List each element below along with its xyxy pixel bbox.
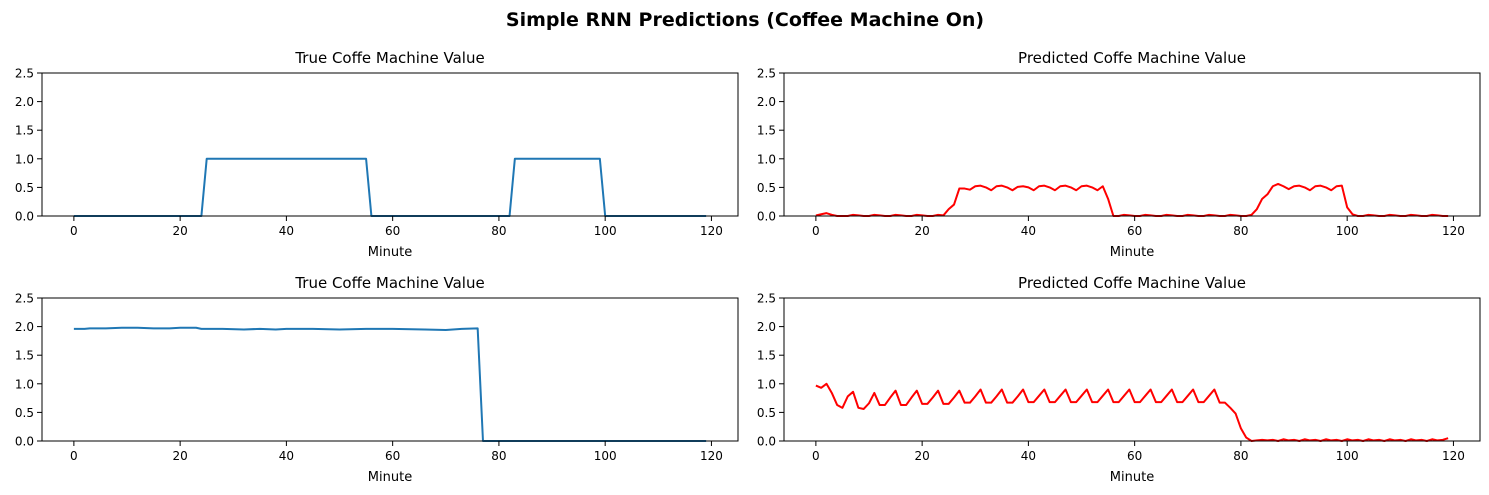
x-tick-label: 60 [1127, 449, 1142, 463]
y-tick-label: 2.5 [15, 67, 34, 81]
x-tick-label: 80 [491, 449, 506, 463]
y-tick-label: 1.0 [15, 152, 34, 166]
x-tick-label: 120 [1442, 224, 1465, 238]
y-tick-label: 1.0 [757, 377, 776, 391]
x-tick-label: 100 [594, 449, 617, 463]
x-tick-label: 100 [1336, 449, 1359, 463]
x-tick-label: 40 [1021, 449, 1036, 463]
y-tick-label: 0.5 [15, 181, 34, 195]
y-tick-label: 2.0 [757, 320, 776, 334]
x-tick-label: 60 [385, 449, 400, 463]
x-axis-label: Minute [368, 470, 412, 485]
x-tick-label: 20 [914, 449, 929, 463]
x-tick-label: 0 [812, 224, 820, 238]
axes-layer: 0 20 40 60 80 100 120 0.0 0.5 1.0 1.5 2.0 2.5 True Co… [15, 49, 1481, 485]
y-tick-label: 1.5 [757, 349, 776, 363]
x-axis-label: Minute [1110, 245, 1154, 260]
series-line-1-1 [73, 157, 707, 217]
chart-title: Predicted Coffe Machine Value [1018, 49, 1246, 67]
y-tick-label: 1.5 [15, 349, 34, 363]
x-tick-label: 80 [1233, 224, 1248, 238]
y-tick-label: 0.0 [757, 435, 776, 449]
y-tick-label: 0.0 [15, 210, 34, 224]
y-tick-label: 1.5 [15, 124, 34, 138]
x-tick-label: 0 [70, 449, 78, 463]
y-tick-label: 2.5 [757, 67, 776, 81]
y-tick-label: 0.5 [757, 406, 776, 420]
chart-panel-2: 0 20 40 60 80 100 120 0.0 0.5 1.0 1.5 2.0 2.5 Predict… [757, 49, 1481, 260]
axes-frame [783, 297, 1481, 442]
figure-suptitle: Simple RNN Predictions (Coffee Machine O… [506, 9, 984, 31]
x-tick-label: 100 [594, 224, 617, 238]
chart-title: True Coffe Machine Value [294, 274, 484, 292]
chart-panel-4: 0 20 40 60 80 100 120 0.0 0.5 1.0 1.5 2.0 2.5 Predict… [757, 274, 1481, 485]
y-tick-label: 0.0 [15, 435, 34, 449]
x-tick-label: 20 [172, 449, 187, 463]
y-tick-label: 1.0 [757, 152, 776, 166]
y-tick-label: 2.0 [15, 95, 34, 109]
x-tick-label: 40 [279, 224, 294, 238]
chart-title: True Coffe Machine Value [294, 49, 484, 67]
chart-title: Predicted Coffe Machine Value [1018, 274, 1246, 292]
y-tick-label: 2.0 [15, 320, 34, 334]
x-tick-label: 80 [491, 224, 506, 238]
x-tick-label: 20 [172, 224, 187, 238]
x-tick-label: 80 [1233, 449, 1248, 463]
x-tick-label: 60 [385, 224, 400, 238]
axes-frame [41, 72, 739, 217]
y-tick-label: 0.0 [757, 210, 776, 224]
y-tick-label: 2.5 [757, 292, 776, 306]
series-line-4-1 [815, 382, 1449, 442]
x-tick-label: 60 [1127, 224, 1142, 238]
chart-panel-3: 0 20 40 60 80 100 120 0.0 0.5 1.0 1.5 2.0 2.5 True Co… [15, 274, 739, 485]
y-tick-label: 0.5 [15, 406, 34, 420]
x-tick-label: 40 [279, 449, 294, 463]
x-tick-label: 100 [1336, 224, 1359, 238]
x-tick-label: 0 [70, 224, 78, 238]
series-line-3-1 [73, 326, 707, 442]
x-tick-label: 20 [914, 224, 929, 238]
chart-panel-1: 0 20 40 60 80 100 120 0.0 0.5 1.0 1.5 2.0 2.5 True Co… [15, 49, 739, 260]
x-axis-label: Minute [368, 245, 412, 260]
axes-frame [41, 297, 739, 442]
x-tick-label: 120 [700, 224, 723, 238]
y-tick-label: 1.0 [15, 377, 34, 391]
y-tick-label: 1.5 [757, 124, 776, 138]
y-tick-label: 0.5 [757, 181, 776, 195]
y-tick-label: 2.0 [757, 95, 776, 109]
x-tick-label: 120 [1442, 449, 1465, 463]
axes-frame [783, 72, 1481, 217]
x-tick-label: 40 [1021, 224, 1036, 238]
x-axis-label: Minute [1110, 470, 1154, 485]
x-tick-label: 120 [700, 449, 723, 463]
series-line-2-1 [815, 182, 1449, 217]
x-tick-label: 0 [812, 449, 820, 463]
y-tick-label: 2.5 [15, 292, 34, 306]
